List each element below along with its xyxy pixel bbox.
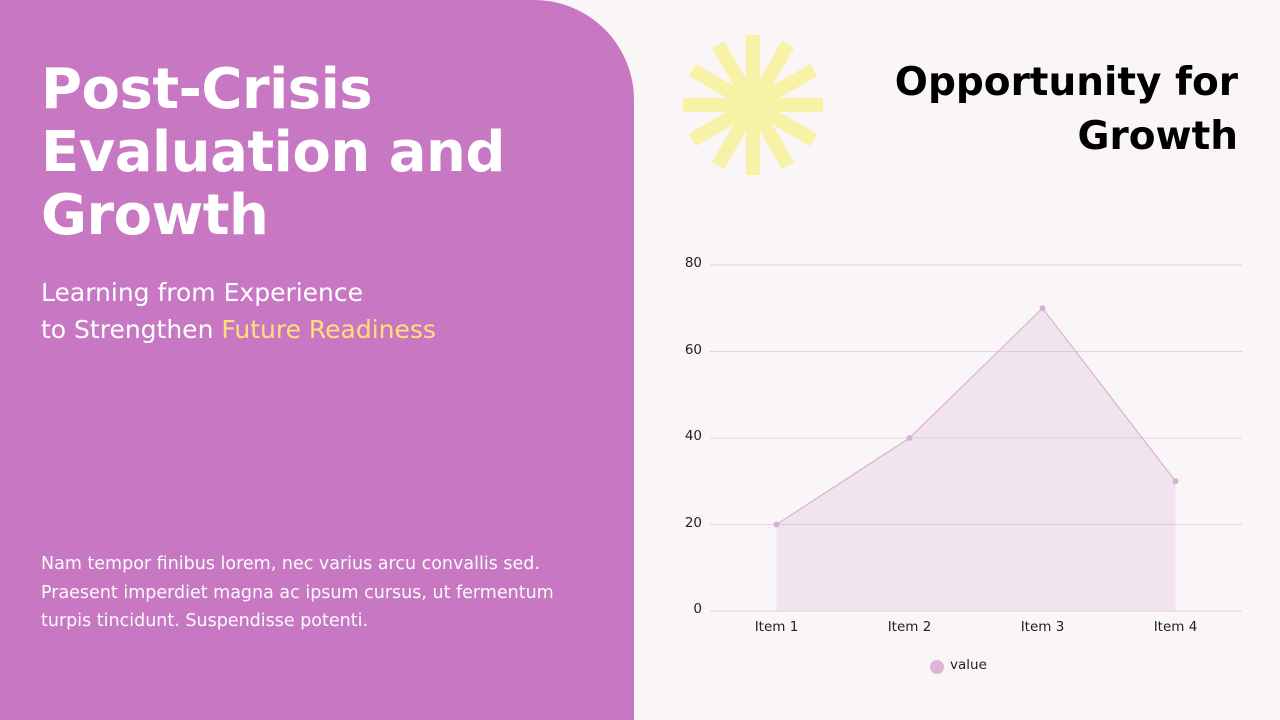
area-fill <box>776 308 1176 611</box>
main-title: Post-Crisis Evaluation and Growth <box>41 58 601 247</box>
subtitle-line-2-prefix: to Strengthen <box>41 315 222 344</box>
data-point[interactable] <box>773 521 780 528</box>
x-tick-label: Item 2 <box>887 619 932 635</box>
y-tick-label: 60 <box>684 341 702 358</box>
y-tick-label: 80 <box>684 255 702 271</box>
x-tick-label: Item 4 <box>1153 619 1198 635</box>
chart-legend: value <box>930 656 987 674</box>
legend-swatch-icon <box>930 660 944 674</box>
subtitle-line-1: Learning from Experience <box>41 278 364 307</box>
chart-section-title: Opportunity for Growth <box>818 56 1238 164</box>
series-line <box>776 307 1177 526</box>
data-point[interactable] <box>1172 478 1179 485</box>
data-point[interactable] <box>906 435 913 441</box>
chart-section-title-line-1: Opportunity for <box>894 60 1238 105</box>
y-tick-label: 40 <box>684 428 702 444</box>
body-text: Nam tempor finibus lorem, nec varius arc… <box>41 554 554 631</box>
x-tick-label: Item 1 <box>754 619 799 635</box>
x-tick-label: Item 3 <box>1020 619 1065 635</box>
subtitle-highlight: Future Readiness <box>221 315 436 344</box>
data-point[interactable] <box>1039 305 1046 312</box>
y-tick-label: 20 <box>684 514 702 531</box>
left-panel: Post-Crisis Evaluation and Growth Learni… <box>0 0 634 720</box>
main-title-line-3: Growth <box>41 183 269 248</box>
sunburst-icon <box>683 35 823 175</box>
y-tick-label: 0 <box>693 601 702 617</box>
legend-label: value <box>950 657 987 673</box>
main-title-line-2: Evaluation and <box>41 120 505 185</box>
main-title-line-1: Post-Crisis <box>41 57 373 122</box>
subtitle: Learning from Experience to Strengthen F… <box>41 274 601 348</box>
chart-section-title-line-2: Growth <box>1077 114 1238 159</box>
